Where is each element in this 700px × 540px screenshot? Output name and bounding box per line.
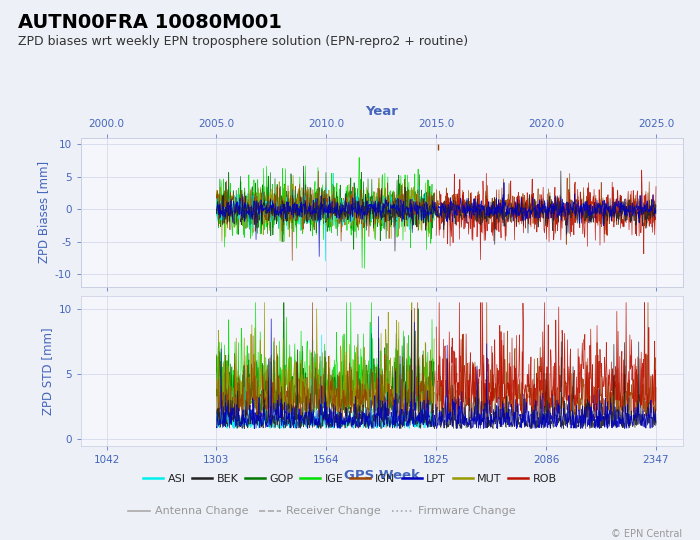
X-axis label: GPS Week: GPS Week xyxy=(344,469,419,482)
Y-axis label: ZPD STD [mm]: ZPD STD [mm] xyxy=(41,327,54,415)
Y-axis label: ZPD Biases [mm]: ZPD Biases [mm] xyxy=(37,161,50,264)
Legend: ASI, BEK, GOP, IGE, IGN, LPT, MUT, ROB: ASI, BEK, GOP, IGE, IGN, LPT, MUT, ROB xyxy=(139,470,561,489)
Legend: Antenna Change, Receiver Change, Firmware Change: Antenna Change, Receiver Change, Firmwar… xyxy=(123,502,521,521)
Text: AUTN00FRA 10080M001: AUTN00FRA 10080M001 xyxy=(18,14,281,32)
Text: ZPD biases wrt weekly EPN troposphere solution (EPN-repro2 + routine): ZPD biases wrt weekly EPN troposphere so… xyxy=(18,35,468,48)
Text: © EPN Central: © EPN Central xyxy=(611,529,682,539)
X-axis label: Year: Year xyxy=(365,105,398,118)
